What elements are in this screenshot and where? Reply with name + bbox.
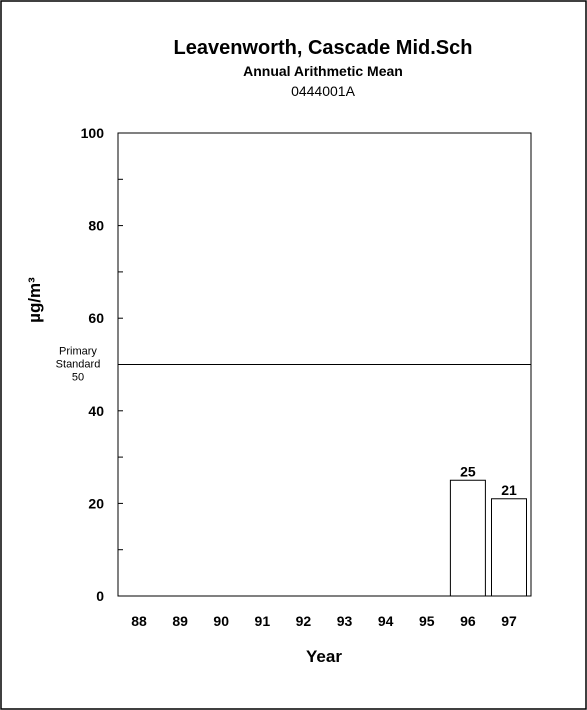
y-tick-label: 60 [88, 310, 104, 326]
reference-label-value: 50 [72, 372, 84, 384]
x-tick-label: 97 [501, 613, 517, 629]
y-tick-label: 20 [88, 495, 104, 511]
x-tick-label: 93 [337, 613, 353, 629]
x-tick-label: 89 [172, 613, 188, 629]
bar-data-label: 25 [460, 463, 476, 479]
chart-subtitle: Annual Arithmetic Mean [243, 63, 403, 79]
x-tick-label: 96 [460, 613, 476, 629]
x-axis-title: Year [306, 647, 342, 666]
x-axis: 88 89 90 91 92 93 94 95 96 97 [131, 613, 517, 629]
y-tick-label: 40 [88, 403, 104, 419]
y-axis: 0 20 40 60 80 100 [81, 125, 123, 604]
bar-data-label: 21 [501, 482, 517, 498]
bar [491, 498, 527, 597]
reference-label-line1: Primary [59, 346, 97, 358]
x-tick-label: 92 [296, 613, 312, 629]
bar [449, 479, 486, 597]
x-tick-label: 94 [378, 613, 394, 629]
y-tick-label: 80 [88, 218, 104, 234]
y-axis-title: µg/m³ [25, 277, 44, 323]
site-code: 0444001A [291, 83, 356, 99]
y-tick-label: 100 [81, 125, 105, 141]
y-tick-label: 0 [96, 588, 104, 604]
reference-label-line2: Standard [56, 359, 101, 371]
x-tick-label: 88 [131, 613, 147, 629]
chart-title: Leavenworth, Cascade Mid.Sch [174, 37, 473, 59]
x-tick-label: 90 [213, 613, 229, 629]
x-tick-label: 95 [419, 613, 435, 629]
x-tick-label: 91 [255, 613, 271, 629]
bar-series: 25 21 [449, 463, 527, 597]
